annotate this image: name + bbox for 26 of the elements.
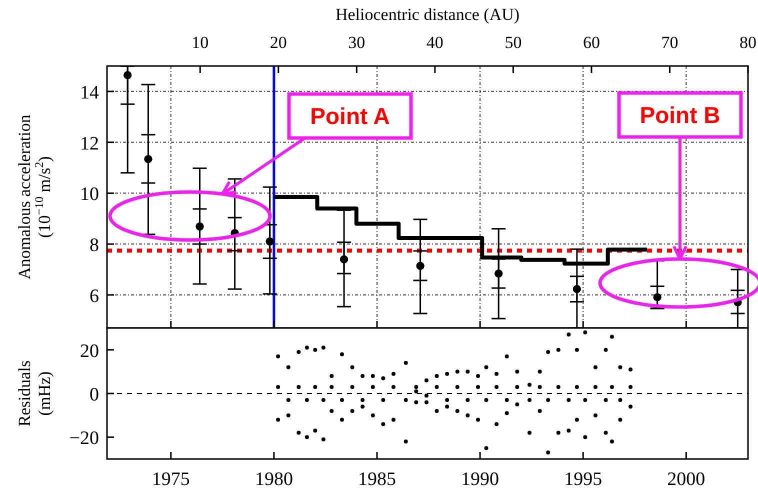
x2-tick-label: 40 <box>426 33 444 52</box>
x2-tick-label: 30 <box>348 33 366 52</box>
x-tick-label: 1990 <box>461 469 500 490</box>
x-tick-label: 1985 <box>358 469 396 490</box>
y-tick-label: 10 <box>80 184 99 206</box>
y-tick-label: 14 <box>80 82 100 104</box>
x2-tick-label: 20 <box>270 33 287 52</box>
x-tick-label: 1980 <box>254 469 293 490</box>
x2-axis-title: Heliocentric distance (AU) <box>335 5 520 24</box>
x-tick-label: 1995 <box>564 469 602 490</box>
y-tick-label: 8 <box>90 235 99 256</box>
x2-tick-label: 10 <box>192 33 209 52</box>
y-tick-label: 0 <box>90 384 99 406</box>
x2-tick-label: 50 <box>504 33 522 52</box>
x2-tick-label: 80 <box>740 33 756 52</box>
y-tick-label: 12 <box>80 133 99 154</box>
annotation: Point B <box>640 102 720 128</box>
annotation: Point A <box>310 103 390 129</box>
x-tick-label: 2000 <box>667 469 706 490</box>
y-tick-label: 20 <box>80 340 99 362</box>
x2-tick-label: 70 <box>661 33 678 52</box>
y-axis-title: Residuals (mHz) <box>15 360 54 427</box>
y-tick-label: 6 <box>90 286 99 307</box>
y-tick-label: −20 <box>69 428 99 450</box>
x2-tick-label: 60 <box>582 33 600 52</box>
x-tick-label: 1975 <box>152 469 190 490</box>
